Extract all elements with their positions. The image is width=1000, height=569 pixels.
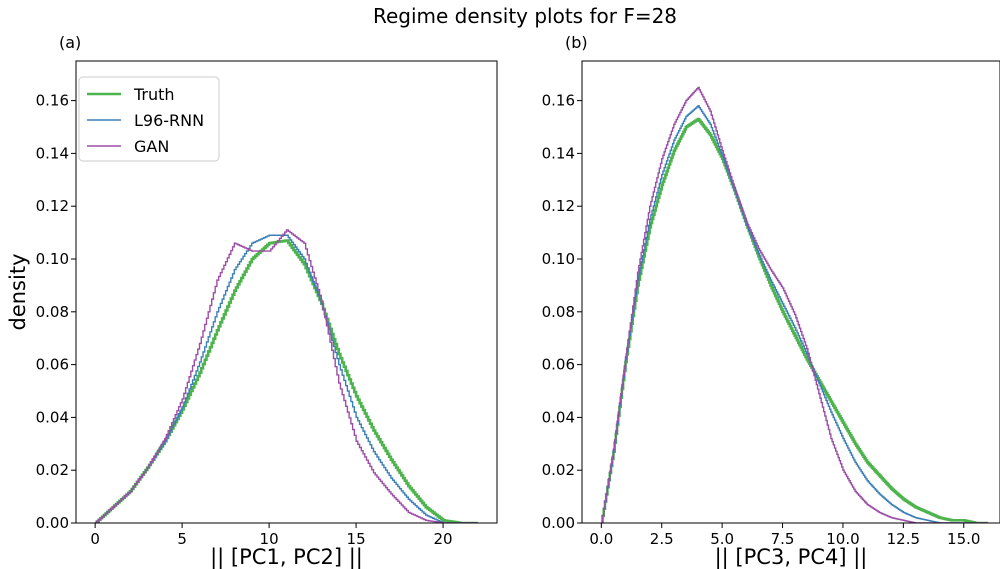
- legend-label-gan: GAN: [134, 137, 169, 156]
- figure-title: Regime density plots for F=28: [373, 4, 677, 28]
- series-gan-line-a: [95, 229, 478, 523]
- y-tick-label-a: 0.06: [36, 356, 69, 374]
- x-tick-label-b: 7.5: [771, 530, 795, 548]
- panel-label-a: (a): [59, 33, 81, 52]
- y-tick-label-a: 0.08: [36, 303, 69, 321]
- x-tick-label-a: 5: [177, 530, 187, 548]
- y-tick-label-b: 0.08: [542, 303, 575, 321]
- x-tick-label-a: 15: [347, 530, 366, 548]
- series-l96-rnn-line-a: [95, 234, 478, 523]
- y-tick-label-b: 0.10: [542, 250, 575, 268]
- axes-frame-b: [581, 60, 1000, 524]
- y-tick-label-b: 0.06: [542, 356, 575, 374]
- series-truth-line-a: [95, 239, 478, 523]
- x-tick-label-a: 10: [260, 530, 279, 548]
- chart-panel-b: 0.0 2.5 5.0 7.5 10.0 12.5 15.0 0.00 0.02 0.04 0.06…: [542, 33, 1000, 569]
- x-tick-label-b: 10.0: [826, 530, 859, 548]
- x-tick-label-a: 0: [90, 530, 100, 548]
- y-tick-label-a: 0.12: [36, 197, 69, 215]
- x-tick-label-a: 20: [434, 530, 453, 548]
- x-tick-label-b: 0.0: [589, 530, 613, 548]
- y-tick-label-b: 0.12: [542, 197, 575, 215]
- x-tick-label-b: 5.0: [710, 530, 734, 548]
- panel-label-b: (b): [565, 33, 588, 52]
- y-tick-label-a: 0.16: [36, 92, 69, 110]
- chart-panel-a: 0 5 10 15 20 0.00 0.02 0.04 0.06 0.08 0.10 0.12 0.14…: [6, 33, 498, 569]
- y-tick-label-a: 0.10: [36, 250, 69, 268]
- x-tick-label-b: 12.5: [887, 530, 920, 548]
- y-tick-label-b: 0.02: [542, 461, 575, 479]
- axes-frame-a: [75, 60, 498, 524]
- x-tick-label-b: 2.5: [650, 530, 674, 548]
- x-tick-label-b: 15.0: [947, 530, 980, 548]
- x-axis-label-a: || [PC1, PC2] ||: [210, 545, 363, 569]
- y-tick-label-a: 0.00: [36, 514, 69, 532]
- y-tick-label-a: 0.02: [36, 461, 69, 479]
- series-l96-rnn-line-b: [601, 105, 988, 523]
- y-tick-label-b: 0.04: [542, 408, 575, 426]
- y-axis-label-a: density: [6, 254, 30, 331]
- x-axis-label-b: || [PC3, PC4] ||: [715, 545, 868, 569]
- series-truth-line-b: [601, 117, 988, 523]
- legend-label-l96-rnn: L96-RNN: [134, 111, 204, 130]
- series-gan-line-b: [601, 86, 988, 523]
- legend-box: [78, 76, 220, 162]
- y-tick-label-a: 0.04: [36, 408, 69, 426]
- y-tick-label-a: 0.14: [36, 144, 69, 162]
- y-tick-label-b: 0.14: [542, 144, 575, 162]
- y-tick-label-b: 0.16: [542, 92, 575, 110]
- y-tick-label-b: 0.00: [542, 514, 575, 532]
- legend-label-truth: Truth: [133, 85, 175, 104]
